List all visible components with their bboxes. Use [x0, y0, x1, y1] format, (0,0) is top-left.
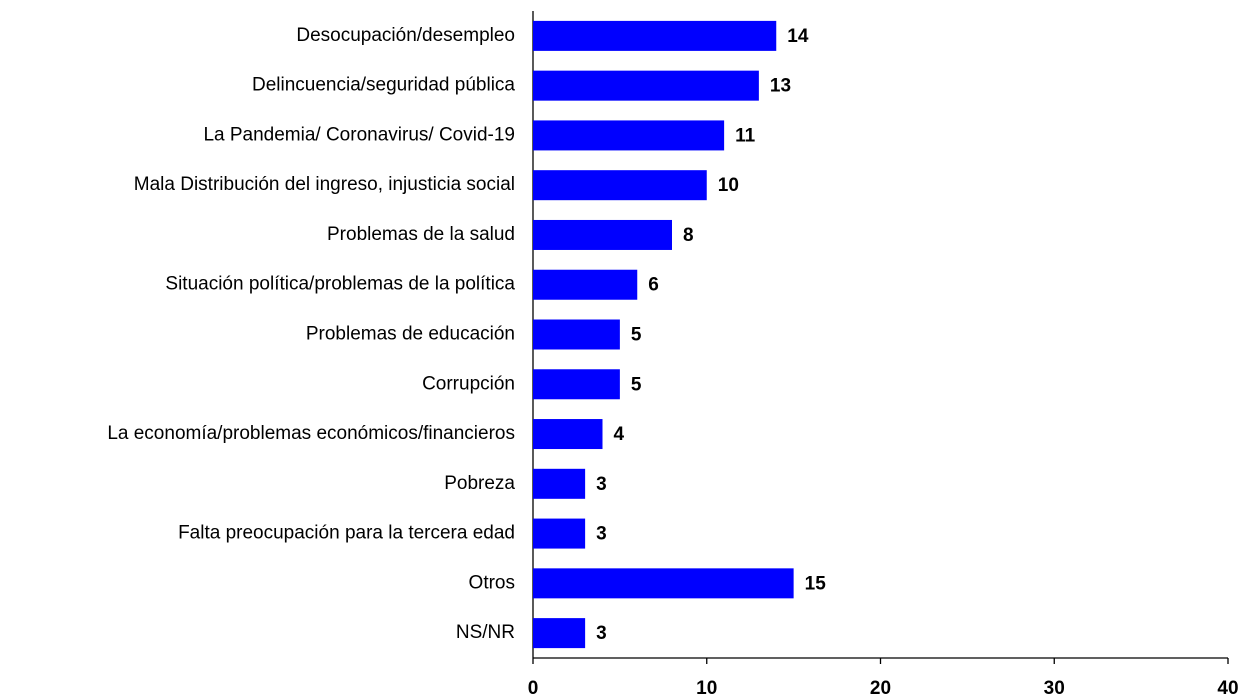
value-label: 6	[648, 275, 659, 296]
x-tick-label: 20	[870, 678, 891, 697]
y-tick-label: Problemas de educación	[306, 324, 515, 345]
y-tick-label: Pobreza	[444, 473, 515, 494]
bar	[533, 369, 620, 400]
bar	[533, 70, 759, 101]
x-tick-label: 40	[1217, 678, 1238, 697]
y-tick-label: Falta preocupación para la tercera edad	[178, 523, 515, 544]
bar	[533, 518, 586, 549]
y-tick-label: Otros	[469, 572, 515, 593]
bar	[533, 269, 638, 300]
value-label: 5	[631, 325, 642, 346]
bar	[533, 419, 603, 450]
y-tick-label: Problemas de la salud	[327, 224, 515, 245]
value-label: 3	[596, 623, 607, 644]
bar	[533, 219, 672, 250]
x-tick-label: 0	[528, 678, 539, 697]
y-tick-label: Delincuencia/seguridad pública	[252, 75, 515, 96]
y-tick-label: Desocupación/desempleo	[296, 25, 515, 46]
y-tick-label: Situación política/problemas de la polít…	[165, 274, 515, 295]
x-tick-label: 10	[696, 678, 717, 697]
y-tick-label: Mala Distribución del ingreso, injustici…	[134, 174, 515, 195]
value-label: 4	[614, 424, 625, 445]
value-label: 3	[596, 524, 607, 545]
value-label: 13	[770, 76, 791, 97]
value-label: 10	[718, 175, 739, 196]
value-label: 5	[631, 374, 642, 395]
value-label: 8	[683, 225, 694, 246]
y-tick-label: Corrupción	[422, 373, 515, 394]
bar	[533, 468, 586, 499]
y-tick-label: La economía/problemas económicos/financi…	[107, 423, 515, 444]
value-label: 11	[735, 125, 756, 146]
value-label: 14	[787, 26, 809, 47]
bar	[533, 319, 620, 350]
bar	[533, 20, 777, 51]
value-label: 3	[596, 474, 607, 495]
bar	[533, 120, 725, 151]
x-tick-label: 30	[1044, 678, 1065, 697]
bar	[533, 170, 707, 201]
bar	[533, 568, 794, 599]
y-tick-label: La Pandemia/ Coronavirus/ Covid-19	[203, 124, 515, 145]
bar	[533, 618, 586, 649]
value-label: 15	[805, 573, 827, 594]
y-tick-label: NS/NR	[456, 622, 515, 643]
